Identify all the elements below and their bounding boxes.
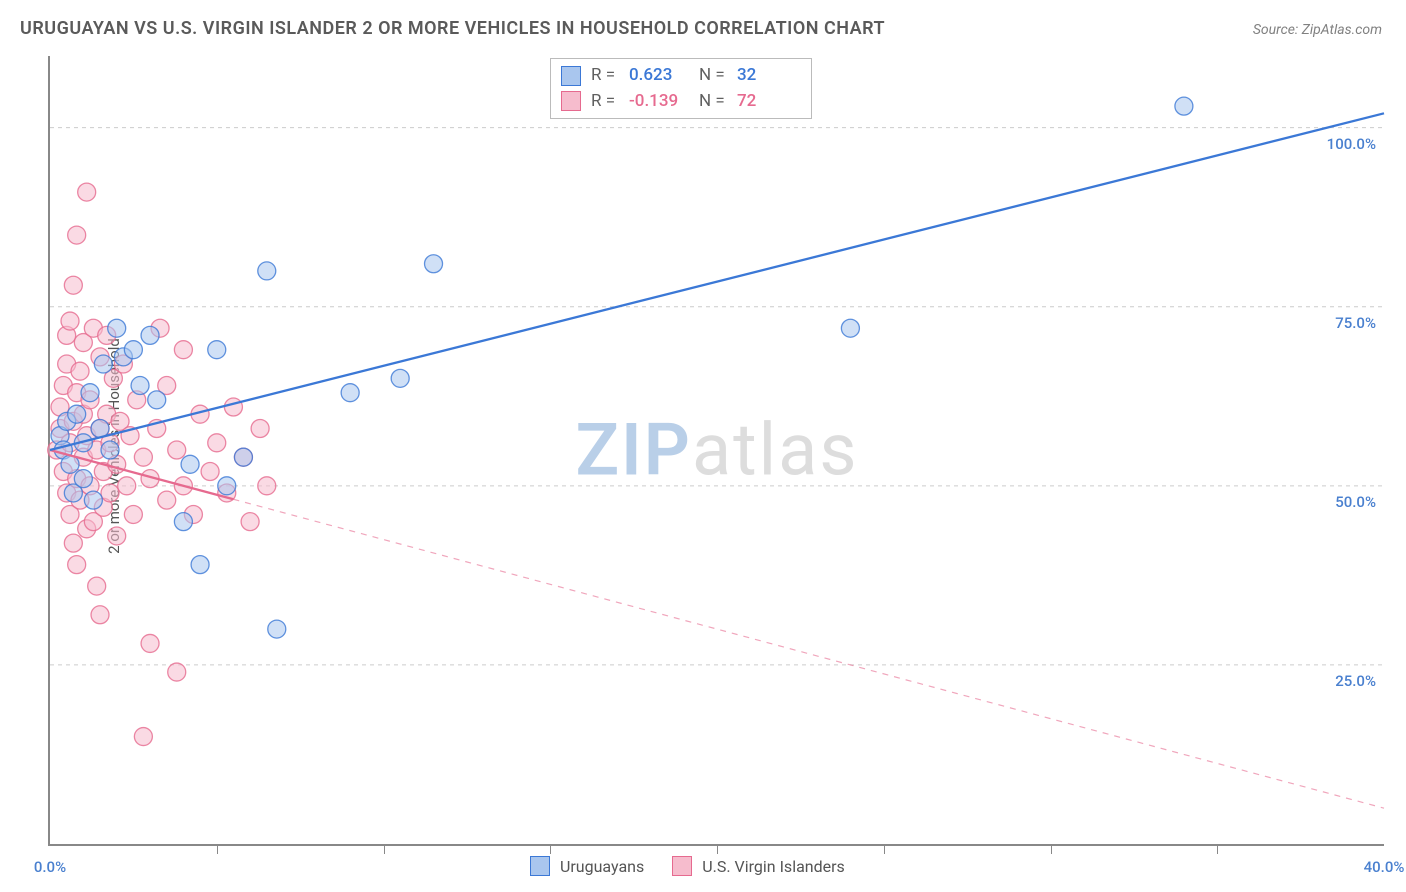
data-point bbox=[64, 276, 82, 294]
data-point bbox=[148, 391, 166, 409]
chart-container: URUGUAYAN VS U.S. VIRGIN ISLANDER 2 OR M… bbox=[0, 0, 1406, 892]
data-point bbox=[841, 319, 859, 337]
legend-item: Uruguayans bbox=[530, 856, 644, 876]
y-tick-label: 100.0% bbox=[1327, 135, 1376, 153]
data-point bbox=[181, 455, 199, 473]
data-point bbox=[241, 513, 259, 531]
data-point bbox=[258, 262, 276, 280]
data-point bbox=[91, 606, 109, 624]
data-point bbox=[425, 255, 443, 273]
x-tick-mark bbox=[1051, 844, 1052, 854]
data-point bbox=[131, 377, 149, 395]
plot-svg bbox=[50, 56, 1384, 844]
n-value: 32 bbox=[737, 63, 797, 89]
data-point bbox=[61, 312, 79, 330]
data-point bbox=[174, 513, 192, 531]
data-point bbox=[174, 341, 192, 359]
data-point bbox=[124, 505, 142, 523]
legend-swatch bbox=[530, 856, 550, 876]
r-label: R = bbox=[591, 89, 619, 115]
data-point bbox=[78, 183, 96, 201]
x-tick-mark bbox=[384, 844, 385, 854]
data-point bbox=[158, 491, 176, 509]
x-tick-mark bbox=[1217, 844, 1218, 854]
data-point bbox=[64, 534, 82, 552]
data-point bbox=[94, 355, 112, 373]
data-point bbox=[118, 477, 136, 495]
legend-swatch bbox=[672, 856, 692, 876]
legend-label: U.S. Virgin Islanders bbox=[702, 857, 845, 876]
n-label: N = bbox=[699, 63, 727, 89]
data-point bbox=[134, 448, 152, 466]
data-point bbox=[208, 341, 226, 359]
data-point bbox=[1175, 97, 1193, 115]
data-point bbox=[68, 405, 86, 423]
data-point bbox=[81, 384, 99, 402]
data-point bbox=[108, 319, 126, 337]
x-tick-mark bbox=[717, 844, 718, 854]
y-tick-label: 25.0% bbox=[1335, 672, 1376, 690]
data-point bbox=[201, 462, 219, 480]
data-point bbox=[391, 369, 409, 387]
chart-title: URUGUAYAN VS U.S. VIRGIN ISLANDER 2 OR M… bbox=[20, 18, 885, 39]
data-point bbox=[168, 663, 186, 681]
data-point bbox=[101, 441, 119, 459]
r-value: 0.623 bbox=[629, 63, 689, 89]
legend-item: U.S. Virgin Islanders bbox=[672, 856, 845, 876]
correlation-stats-box: R = 0.623 N = 32 R = -0.139 N = 72 bbox=[550, 58, 812, 119]
x-tick-mark bbox=[550, 844, 551, 854]
data-point bbox=[168, 441, 186, 459]
data-point bbox=[71, 362, 89, 380]
stat-row: R = -0.139 N = 72 bbox=[561, 89, 797, 115]
data-point bbox=[101, 484, 119, 502]
trend-line-dashed bbox=[233, 499, 1384, 808]
data-point bbox=[124, 341, 142, 359]
stat-row: R = 0.623 N = 32 bbox=[561, 63, 797, 89]
data-point bbox=[191, 556, 209, 574]
data-point bbox=[108, 527, 126, 545]
data-point bbox=[218, 477, 236, 495]
x-tick-label: 40.0% bbox=[1364, 858, 1405, 876]
x-tick-mark bbox=[884, 844, 885, 854]
n-value: 72 bbox=[737, 89, 797, 115]
data-point bbox=[141, 634, 159, 652]
data-point bbox=[258, 477, 276, 495]
x-tick-label: 0.0% bbox=[34, 858, 66, 876]
plot-area: ZIPatlas R =0.623N =32R =-0.139N =72 25.… bbox=[48, 56, 1384, 846]
data-point bbox=[208, 434, 226, 452]
data-point bbox=[224, 398, 242, 416]
r-value: -0.139 bbox=[629, 89, 689, 115]
y-tick-label: 75.0% bbox=[1335, 314, 1376, 332]
data-point bbox=[234, 448, 252, 466]
data-point bbox=[341, 384, 359, 402]
data-point bbox=[268, 620, 286, 638]
legend-label: Uruguayans bbox=[560, 857, 644, 876]
y-tick-label: 50.0% bbox=[1335, 493, 1376, 511]
x-tick-mark bbox=[217, 844, 218, 854]
legend-swatch bbox=[561, 66, 581, 86]
data-point bbox=[84, 491, 102, 509]
trend-line-solid bbox=[50, 113, 1384, 450]
n-label: N = bbox=[699, 89, 727, 115]
series-legend: Uruguayans U.S. Virgin Islanders bbox=[530, 856, 845, 876]
data-point bbox=[74, 470, 92, 488]
data-point bbox=[251, 420, 269, 438]
source-label: Source: ZipAtlas.com bbox=[1253, 22, 1382, 38]
data-point bbox=[141, 326, 159, 344]
data-point bbox=[68, 226, 86, 244]
data-point bbox=[68, 556, 86, 574]
data-point bbox=[88, 577, 106, 595]
r-label: R = bbox=[591, 63, 619, 89]
data-point bbox=[134, 728, 152, 746]
legend-swatch bbox=[561, 91, 581, 111]
